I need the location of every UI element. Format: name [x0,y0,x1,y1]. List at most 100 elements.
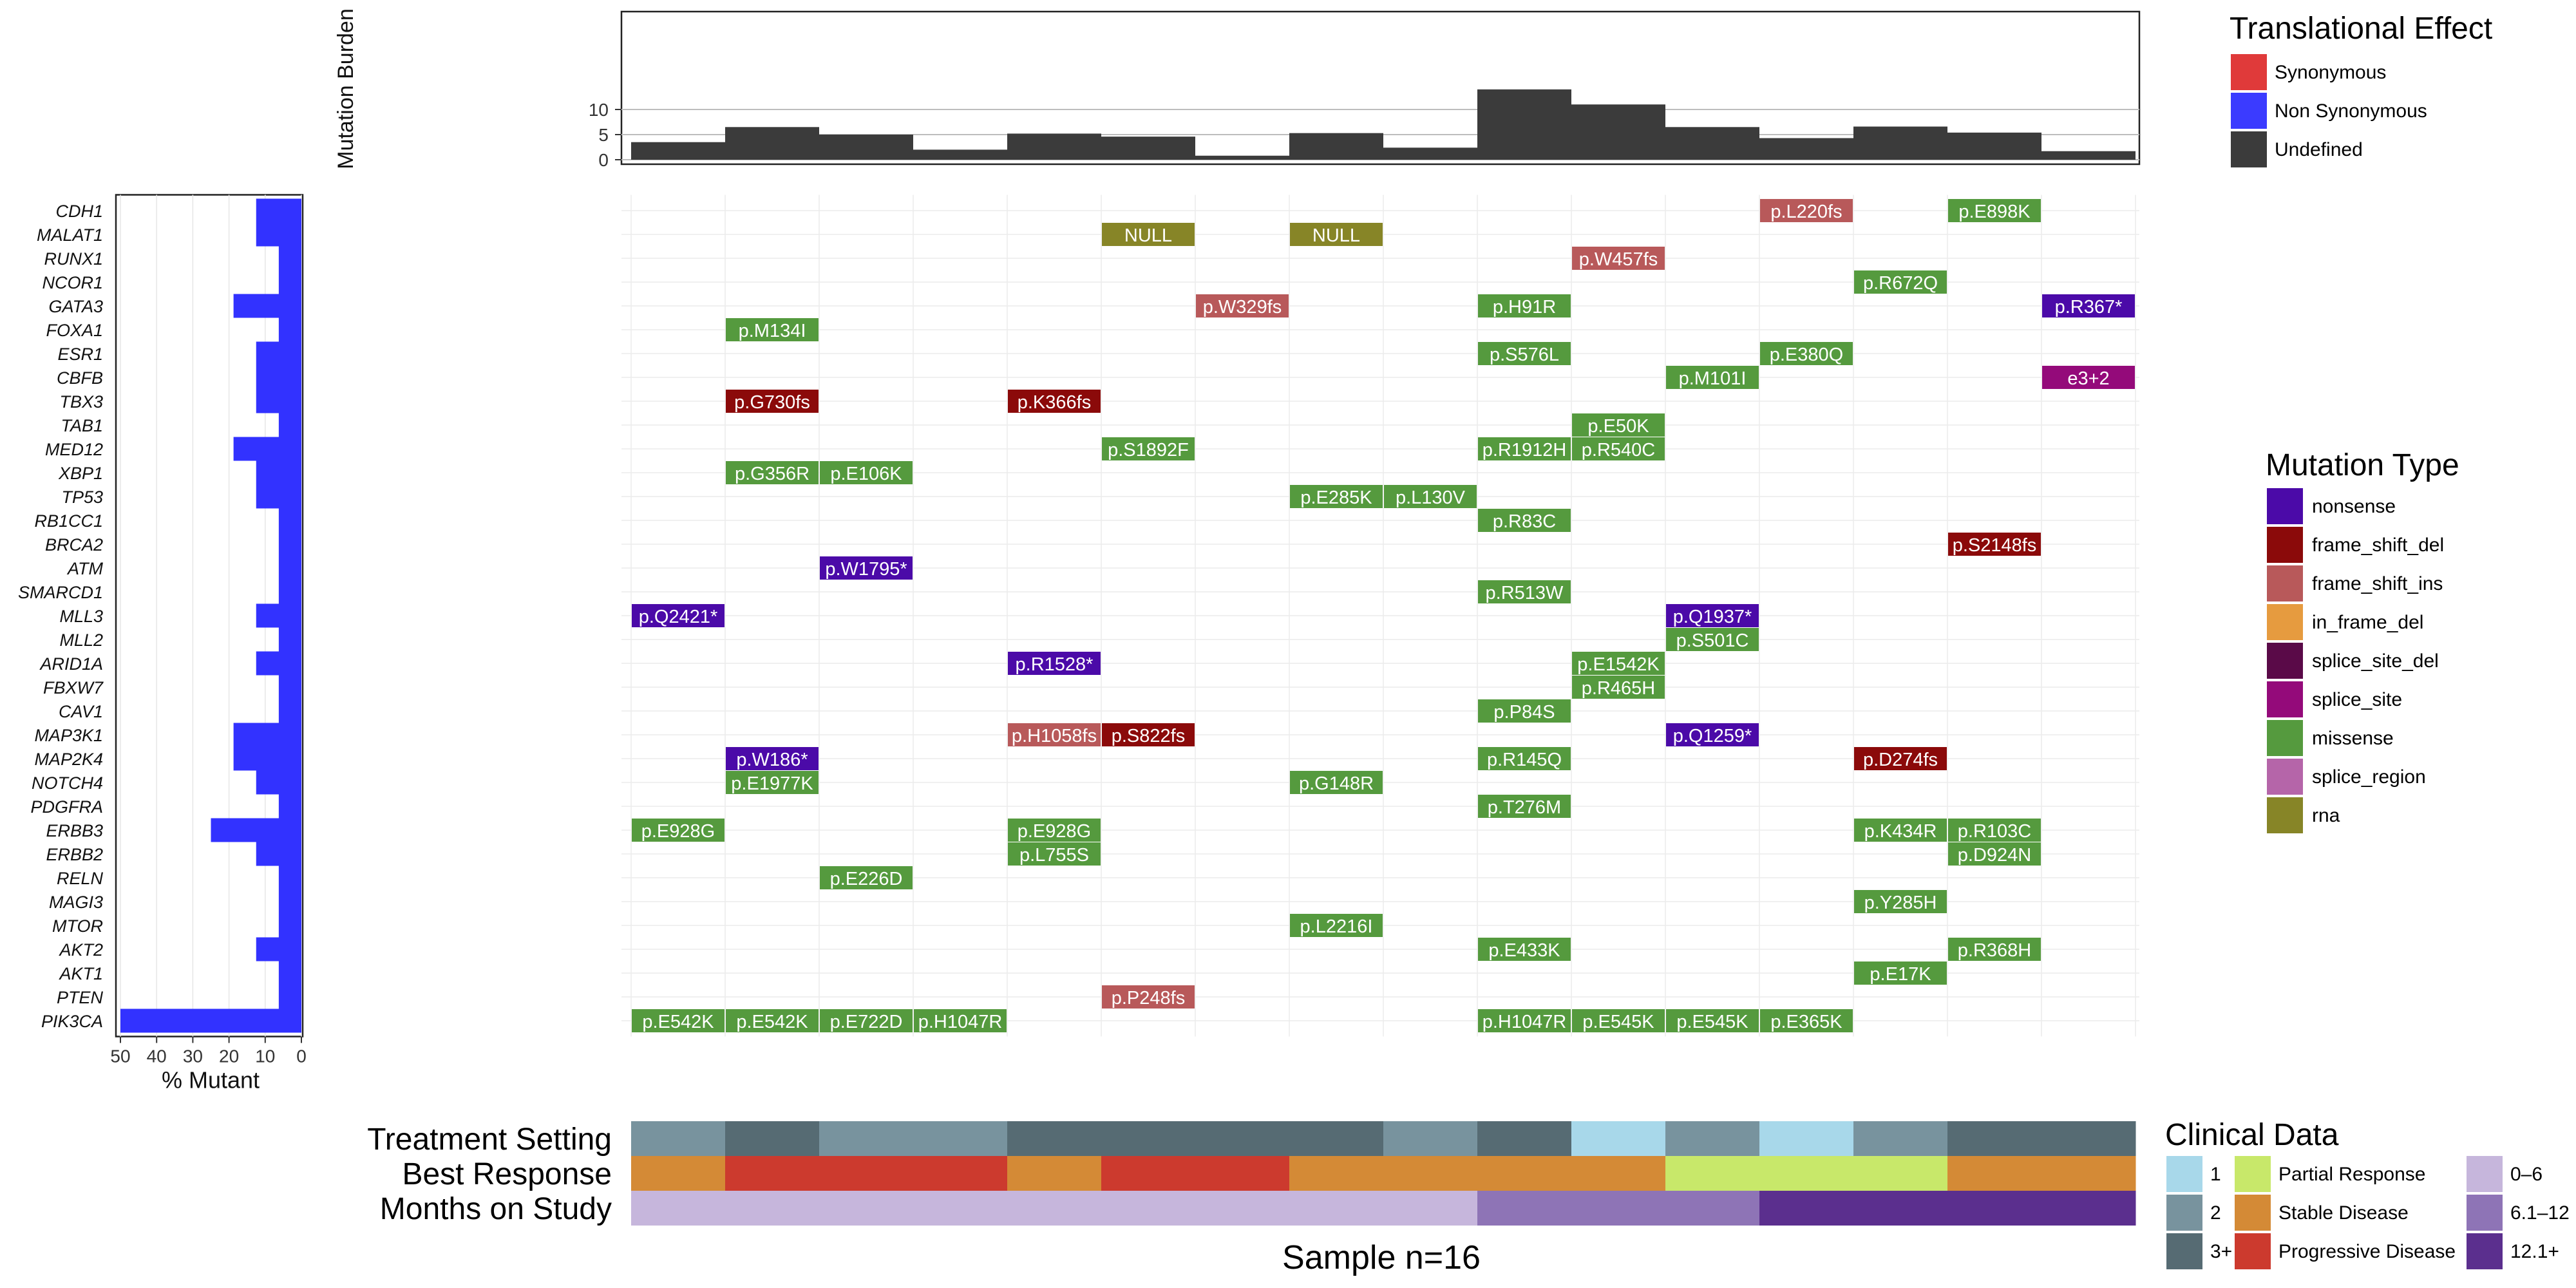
mutation-cell [1008,842,1101,866]
mutation-cell [1478,342,1571,365]
clinical-cell [1665,1156,1760,1191]
legend-label: 12.1+ [2510,1241,2559,1262]
mutation-cell [1008,723,1101,746]
mutation-label: p.E50K [1587,416,1649,437]
mutation-cell [1572,676,1665,699]
percent-mutant-panel: CDH1 MALAT1 RUNX1 NCOR1 GATA3 FOXA1 ESR1 CBFB TB… [18,194,307,1094]
gene-label: ERBB2 [46,845,103,864]
x-tick-label: 30 [183,1046,203,1066]
clinical-row-label: Treatment Setting [367,1122,612,1157]
burden-bar [1853,126,1947,160]
mutation-cell [914,1009,1007,1032]
mutation-cell [1948,938,2041,961]
clinical-cell [2041,1156,2136,1191]
mutation-label: p.P248fs [1112,988,1185,1009]
burden-bar [725,127,819,160]
mutation-cell [1478,699,1571,723]
mutation-label: p.M134I [739,321,806,341]
mutation-burden-panel: 0 5 10 Mutation Burden [334,8,2141,170]
mutation-cell [1478,938,1571,961]
burden-bar [2041,151,2136,160]
burden-bar [1383,147,1477,160]
mutation-label: p.S822fs [1112,726,1185,746]
percent-mutant-bar [233,723,301,747]
clinical-cell [1101,1121,1196,1156]
percent-mutant-bar [278,317,301,342]
legend-swatch [2166,1195,2202,1231]
mutation-label: p.L755S [1019,845,1089,866]
mutation-cell [1384,485,1477,508]
clinical-cell [725,1191,820,1226]
mutation-cell [1196,294,1289,317]
mutation-cell [820,556,913,580]
clinical-cell [631,1156,726,1191]
mutation-label: p.R672Q [1863,273,1938,294]
clinical-cell [1007,1156,1102,1191]
x-tick-label: 20 [219,1046,239,1066]
clinical-cell [2041,1121,2136,1156]
mutation-cell [1854,890,1947,913]
mutation-label: p.H1047R [918,1012,1003,1032]
mutation-cell [820,1009,913,1032]
mutation-label: p.E1542K [1577,654,1660,675]
gene-label: XBP1 [58,464,103,483]
clinical-cell [1101,1191,1196,1226]
y-axis-label: Mutation Burden [334,8,358,169]
clinical-cell [725,1156,820,1191]
percent-mutant-bar [256,484,301,509]
mutation-cell [1666,1009,1759,1032]
mutation-cell [1478,795,1571,818]
burden-bar [631,142,725,160]
clinical-cell [1477,1191,1572,1226]
percent-mutant-bar [278,866,301,890]
clinical-cell [1853,1121,1948,1156]
mutation-cell [726,318,819,341]
clinical-cell [1759,1191,1854,1226]
mutation-cell [1572,1009,1665,1032]
gene-label: PDGFRA [30,797,103,817]
percent-mutant-bar [256,603,301,628]
burden-bar [1289,133,1383,160]
legends-panel: Translational Effect Synonymous Non Synony… [2165,12,2570,1269]
burden-bar [913,149,1007,160]
clinical-cell [1007,1191,1102,1226]
percent-mutant-bar [256,770,301,795]
clinical-cell [1477,1156,1572,1191]
mutation-label: p.K434R [1864,821,1937,842]
mutation-cell [1572,413,1665,437]
clinical-cell [1759,1121,1854,1156]
legend-label: Partial Response [2278,1164,2425,1185]
percent-mutant-bar [278,675,301,699]
y-tick-label: 10 [589,100,609,120]
percent-mutant-bar [233,294,301,318]
clinical-cell [1665,1191,1760,1226]
mutation-label: p.E433K [1488,940,1560,961]
mutation-label: p.L220fs [1770,202,1842,222]
mutation-cell [2042,366,2135,389]
mutation-label: NULL [1124,225,1172,246]
legend-label: 6.1–12 [2510,1202,2570,1224]
gene-label: BRCA2 [45,535,103,554]
mutation-label: p.R83C [1493,511,1556,532]
legend-label: splice_region [2312,766,2426,788]
mutation-cell [632,819,724,842]
legend-swatch [2267,488,2303,524]
mutation-cell [1948,819,2041,842]
gene-label: MED12 [45,440,103,459]
mutation-label: p.E365K [1770,1012,1842,1032]
clinical-cell [725,1121,820,1156]
gene-label: AKT1 [58,964,103,983]
mutation-label: p.R367* [2055,297,2123,317]
percent-mutant-bar [256,460,301,485]
clinical-cell [1289,1191,1384,1226]
percent-mutant-bar [120,1009,301,1033]
mutation-label: p.R540C [1582,440,1655,460]
mutation-cell [1478,1009,1571,1032]
gene-label: TBX3 [59,392,103,412]
percent-mutant-bar [278,508,301,533]
mutation-cell [1290,485,1383,508]
legend-swatch [2166,1156,2202,1192]
percent-mutant-bar [278,699,301,723]
percent-mutant-bar [278,627,301,652]
mutation-label: p.M101I [1679,368,1747,389]
